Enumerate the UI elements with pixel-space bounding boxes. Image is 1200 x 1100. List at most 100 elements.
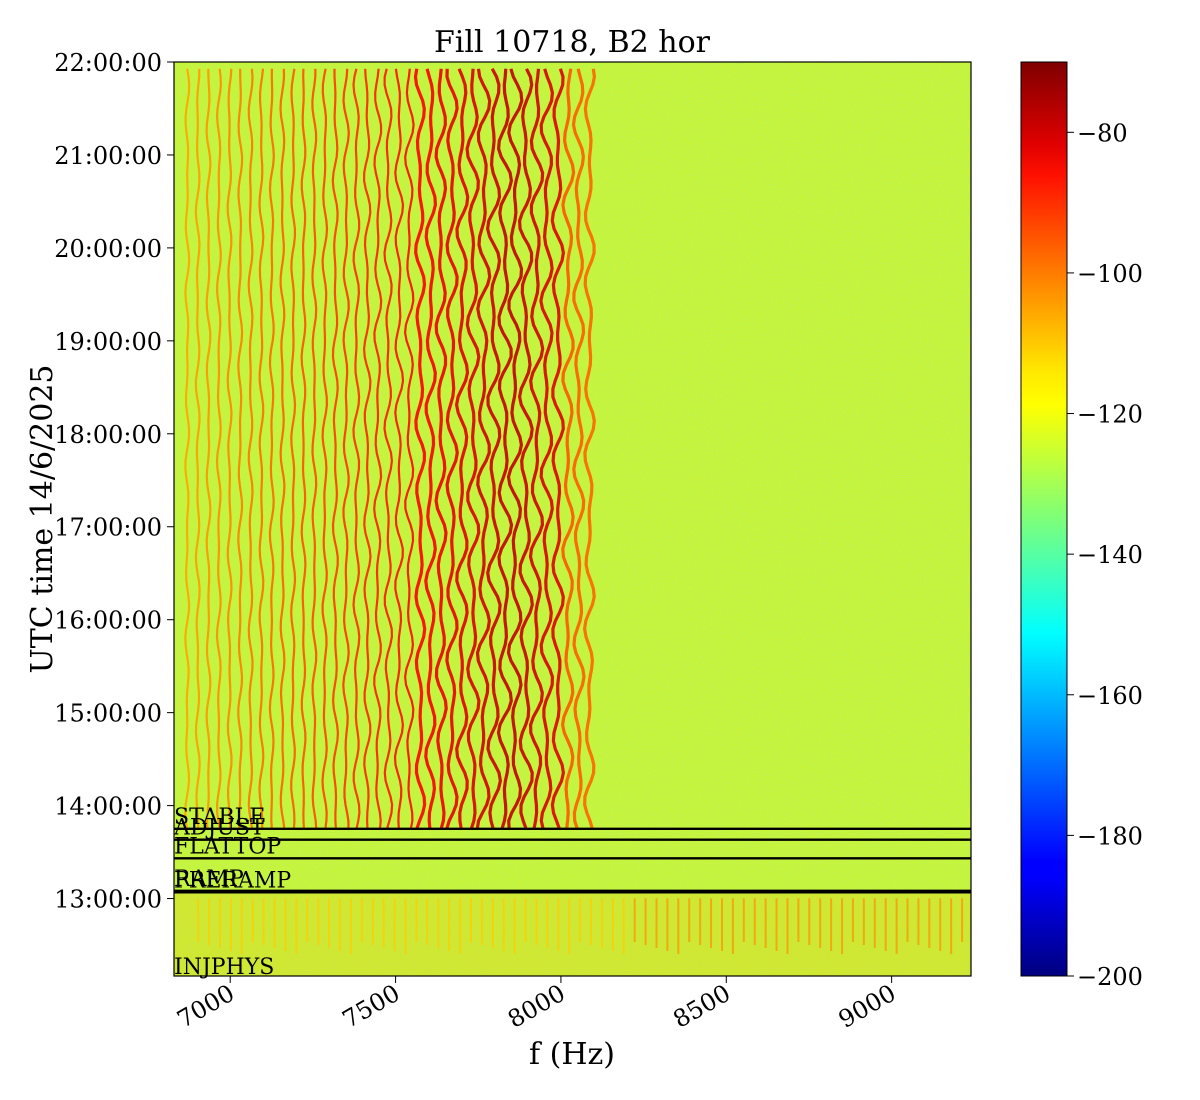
x-tick-label: 7000 — [172, 979, 239, 1034]
spectral-line — [300, 68, 307, 829]
y-tick-label: 15:00:00 — [54, 700, 162, 728]
x-tick-label: 8000 — [503, 979, 570, 1034]
x-axis: 7000 7500 8000 8500 9000 — [172, 976, 901, 1034]
injection-line — [873, 898, 876, 948]
spectral-line — [517, 68, 534, 830]
spectral-line — [413, 68, 427, 830]
y-axis-label: UTC time 14/6/2025 — [25, 365, 60, 674]
injection-line — [644, 898, 647, 945]
low-band-noise-layer — [174, 892, 971, 976]
injection-line — [590, 898, 593, 945]
colorbar-tick-label: −160 — [1077, 682, 1143, 710]
spectral-line — [258, 68, 265, 829]
injection-line — [895, 898, 898, 954]
injection-line — [480, 898, 483, 945]
spectral-line — [237, 68, 244, 829]
spectral-line — [475, 68, 492, 830]
colorbar-tick-label: −100 — [1077, 260, 1143, 288]
injection-line — [786, 898, 789, 954]
mode-marker-label: PRERAMP — [174, 868, 291, 893]
spectral-line — [485, 68, 503, 830]
injection-line — [393, 898, 396, 951]
injection-line — [731, 898, 734, 954]
y-tick-label: 21:00:00 — [54, 142, 162, 170]
plot-frame — [173, 61, 972, 977]
mode-marker-label: FLATTOP — [174, 834, 281, 859]
injection-line — [862, 898, 865, 945]
mode-marker-label: INJPHYS — [174, 955, 274, 980]
injection-line — [513, 898, 516, 954]
injection-line — [797, 898, 800, 942]
y-tick-label: 16:00:00 — [54, 607, 162, 635]
spectral-line — [184, 68, 191, 829]
injection-line — [251, 898, 254, 942]
injection-line — [426, 898, 429, 945]
injection-line — [961, 898, 964, 942]
injection-line — [688, 898, 691, 942]
y-axis: 13:00:00 14:00:00 15:00:00 16:00:00 17:00:00… — [54, 49, 174, 914]
injection-line — [611, 898, 614, 951]
injection-line — [655, 898, 658, 948]
injection-line — [851, 898, 854, 942]
spectral-line — [550, 68, 566, 830]
injection-line — [764, 898, 767, 948]
spectral-line — [331, 68, 340, 829]
injection-line — [459, 898, 462, 954]
colorbar-ticks: −80 −100 −120 −140 −160 −180 −200 — [1067, 119, 1143, 991]
injection-line — [469, 898, 472, 942]
injection-line — [240, 898, 243, 954]
colorbar-tick-label: −180 — [1077, 822, 1143, 850]
injection-line — [928, 898, 931, 948]
spectral-line — [342, 68, 350, 829]
x-tick-label: 7500 — [338, 979, 405, 1034]
injection-line — [360, 898, 363, 942]
spectral-line — [279, 68, 286, 829]
injection-line — [950, 898, 953, 954]
injection-line — [666, 898, 669, 951]
spectral-line — [268, 68, 275, 829]
spectral-line — [454, 68, 470, 830]
injection-line — [229, 898, 232, 951]
injection-line — [262, 898, 265, 945]
injection-line — [677, 898, 680, 954]
spectral-line — [424, 68, 438, 829]
mode-marker-label: STABLE — [174, 805, 265, 830]
injection-line — [448, 898, 451, 951]
colorbar-tick-label: −80 — [1077, 119, 1128, 147]
spectral-line — [560, 68, 576, 829]
injection-line — [808, 898, 811, 945]
injection-line — [404, 898, 407, 954]
injection-line — [819, 898, 822, 948]
injection-line — [295, 898, 298, 954]
injection-line — [742, 898, 745, 942]
x-tick-label: 9000 — [834, 979, 901, 1034]
spectral-line — [582, 68, 597, 830]
spectral-line — [290, 68, 297, 829]
spectral-line — [403, 68, 415, 830]
injection-line — [710, 898, 713, 948]
y-tick-label: 13:00:00 — [54, 886, 162, 914]
colorbar — [1020, 61, 1068, 977]
spectral-lines-layer — [184, 68, 597, 830]
spectral-line — [373, 68, 383, 829]
spectral-line — [506, 68, 524, 829]
mode-marker-label: RAMP — [174, 867, 244, 892]
spectral-line — [194, 68, 201, 829]
spectral-line — [311, 68, 318, 829]
injection-line — [917, 898, 920, 945]
injection-line — [557, 898, 560, 951]
injection-line — [415, 898, 418, 942]
colorbar-tick-label: −120 — [1077, 401, 1143, 429]
injection-line — [600, 898, 603, 948]
injection-line — [197, 898, 200, 942]
injection-line — [371, 898, 374, 945]
injection-line — [306, 898, 309, 942]
y-tick-label: 22:00:00 — [54, 49, 162, 77]
injection-line — [273, 898, 276, 948]
injection-line — [218, 898, 221, 948]
injection-line — [841, 898, 844, 954]
injection-line — [753, 898, 756, 945]
injection-line — [906, 898, 909, 942]
injection-line — [622, 898, 625, 954]
